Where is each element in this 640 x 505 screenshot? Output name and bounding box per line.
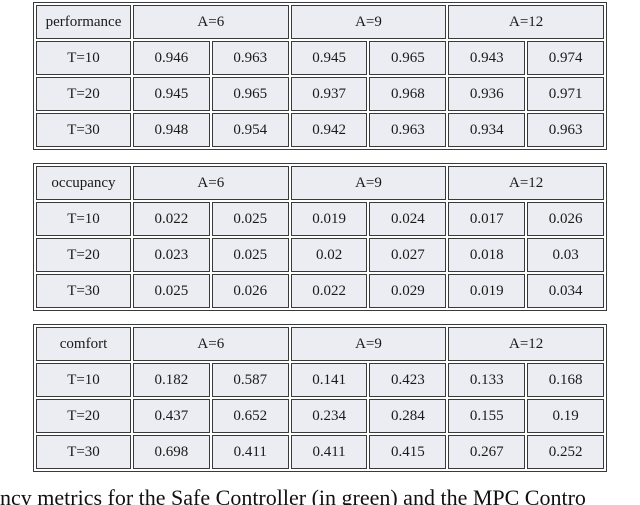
column-header-a9: A=9 xyxy=(290,5,447,39)
safe-value: 0.652 xyxy=(211,399,289,433)
table-row: T=30 0.698 0.411 0.411 0.415 0.267 0.252 xyxy=(36,435,604,469)
safe-value: 0.026 xyxy=(211,274,289,308)
mpc-value: 0.023 xyxy=(133,238,210,272)
header-row: performance A=6 A=9 A=12 xyxy=(36,5,604,39)
mpc-value: 0.022 xyxy=(290,274,368,308)
mpc-value: 0.155 xyxy=(448,399,526,433)
row-label: T=20 xyxy=(36,77,131,111)
occupancy-table: occupancy A=6 A=9 A=12 T=10 0.022 0.025 … xyxy=(33,163,607,311)
mpc-value: 0.945 xyxy=(133,77,210,111)
safe-value: 0.415 xyxy=(369,435,447,469)
table-row: T=20 0.437 0.652 0.234 0.284 0.155 0.19 xyxy=(36,399,604,433)
mpc-value: 0.411 xyxy=(290,435,368,469)
column-header-a9: A=9 xyxy=(290,166,447,200)
safe-value: 0.025 xyxy=(211,202,289,236)
column-header-a12: A=12 xyxy=(448,327,604,361)
metric-name: performance xyxy=(36,5,131,39)
mpc-value: 0.948 xyxy=(133,113,210,147)
mpc-value: 0.698 xyxy=(133,435,210,469)
metric-name: occupancy xyxy=(36,166,131,200)
row-label: T=10 xyxy=(36,202,131,236)
column-header-a6: A=6 xyxy=(133,5,289,39)
column-header-a6: A=6 xyxy=(133,166,289,200)
mpc-value: 0.017 xyxy=(448,202,526,236)
safe-value: 0.965 xyxy=(369,41,447,75)
table-row: T=10 0.022 0.025 0.019 0.024 0.017 0.026 xyxy=(36,202,604,236)
mpc-value: 0.02 xyxy=(290,238,368,272)
mpc-value: 0.025 xyxy=(133,274,210,308)
table-row: T=30 0.948 0.954 0.942 0.963 0.934 0.963 xyxy=(36,113,604,147)
safe-value: 0.963 xyxy=(369,113,447,147)
mpc-value: 0.942 xyxy=(290,113,368,147)
header-row: comfort A=6 A=9 A=12 xyxy=(36,327,604,361)
mpc-value: 0.018 xyxy=(448,238,526,272)
column-header-a12: A=12 xyxy=(448,5,604,39)
safe-value: 0.974 xyxy=(527,41,604,75)
mpc-value: 0.437 xyxy=(133,399,210,433)
row-label: T=30 xyxy=(36,435,131,469)
row-label: T=30 xyxy=(36,274,131,308)
safe-value: 0.024 xyxy=(369,202,447,236)
mpc-value: 0.937 xyxy=(290,77,368,111)
table-row: T=10 0.946 0.963 0.945 0.965 0.943 0.974 xyxy=(36,41,604,75)
safe-value: 0.284 xyxy=(369,399,447,433)
row-label: T=10 xyxy=(36,363,131,397)
safe-value: 0.411 xyxy=(211,435,289,469)
mpc-value: 0.133 xyxy=(448,363,526,397)
table-row: T=20 0.945 0.965 0.937 0.968 0.936 0.971 xyxy=(36,77,604,111)
row-label: T=30 xyxy=(36,113,131,147)
table-row: T=30 0.025 0.026 0.022 0.029 0.019 0.034 xyxy=(36,274,604,308)
mpc-value: 0.019 xyxy=(448,274,526,308)
mpc-value: 0.141 xyxy=(290,363,368,397)
row-label: T=20 xyxy=(36,399,131,433)
safe-value: 0.963 xyxy=(527,113,604,147)
mpc-value: 0.182 xyxy=(133,363,210,397)
mpc-value: 0.936 xyxy=(448,77,526,111)
tables-container: performance A=6 A=9 A=12 T=10 0.946 0.96… xyxy=(33,2,607,472)
table-row: T=20 0.023 0.025 0.02 0.027 0.018 0.03 xyxy=(36,238,604,272)
performance-table: performance A=6 A=9 A=12 T=10 0.946 0.96… xyxy=(33,2,607,150)
table-row: T=10 0.182 0.587 0.141 0.423 0.133 0.168 xyxy=(36,363,604,397)
mpc-value: 0.234 xyxy=(290,399,368,433)
safe-value: 0.19 xyxy=(527,399,604,433)
mpc-value: 0.022 xyxy=(133,202,210,236)
header-row: occupancy A=6 A=9 A=12 xyxy=(36,166,604,200)
mpc-value: 0.946 xyxy=(133,41,210,75)
mpc-value: 0.267 xyxy=(448,435,526,469)
safe-value: 0.965 xyxy=(211,77,289,111)
safe-value: 0.168 xyxy=(527,363,604,397)
metric-name: comfort xyxy=(36,327,131,361)
safe-value: 0.423 xyxy=(369,363,447,397)
safe-value: 0.026 xyxy=(527,202,604,236)
mpc-value: 0.943 xyxy=(448,41,526,75)
safe-value: 0.034 xyxy=(527,274,604,308)
comfort-table: comfort A=6 A=9 A=12 T=10 0.182 0.587 0.… xyxy=(33,324,607,472)
safe-value: 0.027 xyxy=(369,238,447,272)
safe-value: 0.954 xyxy=(211,113,289,147)
mpc-value: 0.945 xyxy=(290,41,368,75)
row-label: T=10 xyxy=(36,41,131,75)
mpc-value: 0.934 xyxy=(448,113,526,147)
mpc-value: 0.019 xyxy=(290,202,368,236)
figure-caption: ncy metrics for the Safe Controller (in … xyxy=(0,485,586,505)
column-header-a9: A=9 xyxy=(290,327,447,361)
safe-value: 0.963 xyxy=(211,41,289,75)
row-label: T=20 xyxy=(36,238,131,272)
safe-value: 0.252 xyxy=(527,435,604,469)
safe-value: 0.025 xyxy=(211,238,289,272)
safe-value: 0.587 xyxy=(211,363,289,397)
safe-value: 0.029 xyxy=(369,274,447,308)
column-header-a12: A=12 xyxy=(448,166,604,200)
column-header-a6: A=6 xyxy=(133,327,289,361)
safe-value: 0.03 xyxy=(527,238,604,272)
safe-value: 0.971 xyxy=(527,77,604,111)
safe-value: 0.968 xyxy=(369,77,447,111)
